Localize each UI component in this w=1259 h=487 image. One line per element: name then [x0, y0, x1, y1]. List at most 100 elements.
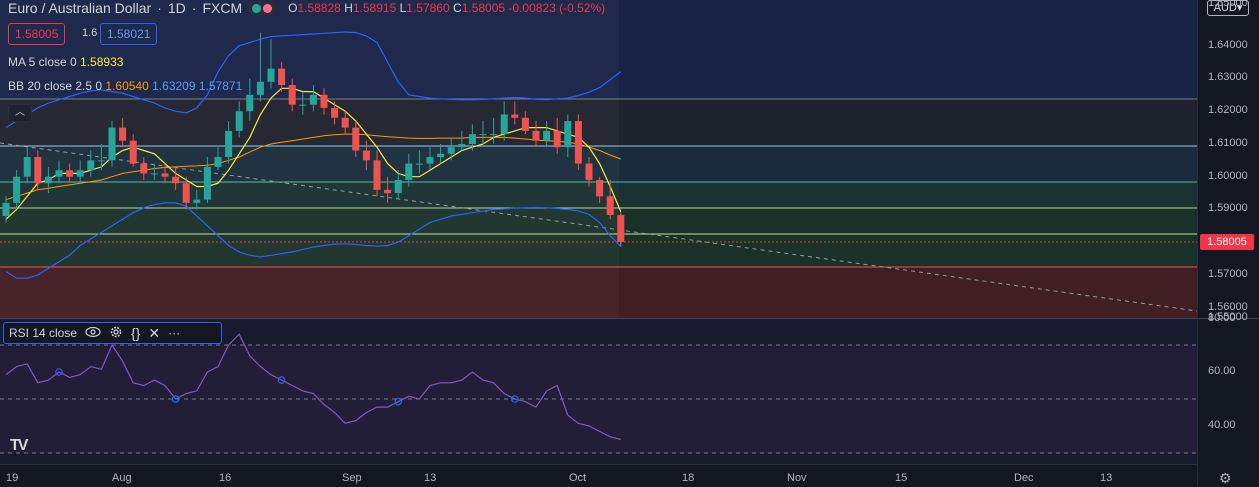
rsi-tick-label: 80.00	[1208, 312, 1236, 324]
candle	[373, 150, 381, 197]
candle-body	[44, 176, 52, 184]
eye-icon[interactable]	[85, 326, 101, 341]
candle	[553, 117, 561, 154]
candle-body	[543, 130, 551, 141]
price-tick-label: 1.57000	[1208, 267, 1248, 280]
price-tick-label: 1.60000	[1208, 169, 1248, 182]
candle	[108, 121, 116, 167]
rsi-marker	[171, 395, 180, 403]
candle	[511, 101, 519, 125]
candle-body	[447, 147, 455, 154]
candle	[521, 111, 529, 135]
candle-body	[267, 68, 275, 82]
candle	[490, 117, 498, 144]
candle-body	[76, 170, 84, 177]
candle-body	[108, 127, 116, 161]
chevron-up-icon: ︿	[15, 107, 25, 118]
separator: ·	[191, 0, 197, 16]
candle-body	[596, 179, 604, 197]
candle-body	[320, 94, 328, 108]
candle-body	[415, 163, 423, 165]
braces-icon[interactable]: {}	[131, 325, 141, 341]
candle-body	[309, 94, 317, 105]
market-status-pill[interactable]	[248, 1, 277, 15]
candle	[129, 134, 137, 167]
candle	[182, 176, 190, 210]
candle	[479, 121, 487, 144]
zone-blue	[0, 0, 1197, 99]
time-tick-label: 13	[1100, 472, 1113, 484]
gear-icon[interactable]	[109, 325, 123, 342]
price-tick-label: 1.56000	[1208, 300, 1248, 313]
collapse-legend-button[interactable]: ︿	[8, 104, 32, 122]
ma-legend[interactable]: MA 5 close 0 1.58933	[8, 55, 124, 69]
ohlc-values: O1.58828 H1.58915 L1.57860 C1.58005 -0.0…	[288, 1, 606, 15]
candle-body	[140, 163, 148, 174]
candle	[320, 88, 328, 115]
close-icon[interactable]: ✕	[148, 324, 161, 341]
ma-value: 1.58933	[80, 55, 124, 69]
candle	[140, 157, 148, 180]
exchange: FXCM	[202, 0, 243, 16]
candle-body	[585, 163, 593, 180]
sell-button[interactable]: 1.58005	[8, 23, 66, 45]
candle	[23, 147, 31, 184]
buy-button[interactable]: 1.58021	[100, 23, 158, 45]
candle-body	[458, 143, 466, 148]
candle-body	[299, 104, 307, 106]
more-icon[interactable]: ···	[168, 326, 181, 340]
candle	[341, 111, 349, 135]
candle-body	[606, 196, 614, 216]
candle	[119, 117, 127, 148]
chart-settings-gear-icon[interactable]: ⚙	[1219, 470, 1232, 486]
candle	[352, 121, 360, 158]
bb-lower-line	[5, 202, 622, 279]
price-tick-label: 1.59000	[1208, 202, 1248, 215]
candle	[66, 163, 74, 184]
rsi-legend[interactable]: RSI 14 close {} ✕ ···	[3, 322, 222, 344]
time-tick-label: 16	[219, 472, 232, 484]
candle	[585, 157, 593, 187]
bb-legend[interactable]: BB 20 close 2.5 0 1.60540 1.63209 1.5787…	[8, 79, 243, 93]
candle-body	[331, 107, 339, 118]
candle	[606, 179, 614, 220]
candle	[193, 189, 201, 210]
trend-line[interactable]	[0, 142, 1198, 312]
candle	[2, 196, 10, 223]
zone-grey	[0, 99, 1197, 146]
time-tick-label: Oct	[569, 472, 587, 484]
candle-body	[511, 114, 519, 118]
candle-body	[182, 183, 190, 203]
price-tick-label: 1.65000	[1208, 0, 1248, 9]
time-tick-label: 19	[6, 472, 19, 484]
candle	[574, 114, 582, 171]
candle-body	[203, 166, 211, 200]
candle-body	[193, 199, 201, 203]
time-tick-label: Aug	[112, 472, 132, 484]
candle-body	[394, 179, 402, 194]
candle-body	[256, 81, 264, 95]
candle	[437, 143, 445, 164]
candle-body	[405, 163, 413, 180]
rsi-label: RSI 14 close	[9, 326, 78, 340]
price-tick-label: 1.64000	[1208, 38, 1248, 51]
tradingview-logo-icon: TV	[10, 437, 29, 454]
price-tick-label: 1.63000	[1208, 71, 1248, 84]
currency-selector[interactable]: AUD▾	[1207, 0, 1249, 16]
candle	[13, 170, 21, 210]
interval[interactable]: 1D	[167, 0, 186, 16]
candle	[447, 137, 455, 161]
symbol-title[interactable]: Euro / Australian Dollar	[8, 0, 152, 16]
price-tick-label: 1.61000	[1208, 136, 1248, 149]
candle	[55, 160, 63, 184]
candle	[87, 150, 95, 177]
candle	[225, 121, 233, 164]
candle-body	[426, 157, 434, 164]
price-tick-label: 1.55000	[1208, 311, 1248, 323]
candle	[214, 147, 222, 171]
candle	[172, 166, 180, 190]
candle-body	[352, 127, 360, 151]
candle-body	[2, 202, 10, 216]
candle	[468, 124, 476, 151]
